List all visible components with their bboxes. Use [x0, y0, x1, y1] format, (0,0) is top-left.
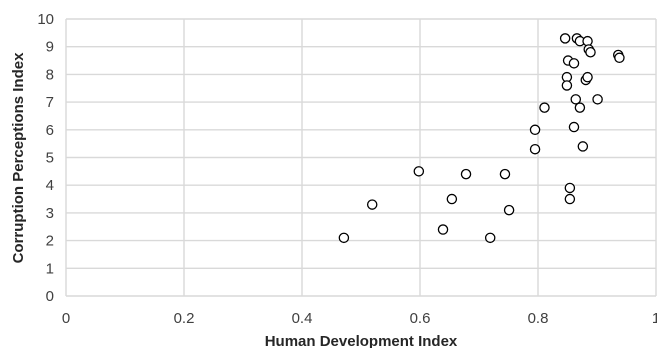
x-tick-labels: 0 0.2 0.4 0.6 0.8 1: [62, 310, 657, 327]
y-tick-labels: 0 1 2 3 4 5 6 7 8 9 10: [37, 11, 54, 305]
data-point: [564, 193, 576, 205]
data-point: [564, 182, 576, 194]
x-tick-label: 0.6: [410, 310, 431, 327]
y-tick-label: 5: [46, 150, 54, 167]
y-tick-label: 6: [46, 122, 54, 139]
x-tick-label: 0.2: [174, 310, 195, 327]
data-point: [568, 121, 580, 133]
data-point: [585, 46, 596, 58]
data-point: [561, 80, 573, 91]
data-point: [614, 52, 625, 64]
data-point: [592, 94, 603, 105]
x-tick-label: 0.8: [528, 310, 549, 327]
y-tick-label: 8: [46, 66, 54, 83]
y-tick-label: 0: [46, 288, 54, 305]
data-point: [529, 143, 541, 155]
y-tick-label: 2: [46, 233, 54, 250]
data-point: [559, 33, 571, 44]
data-points: [338, 33, 625, 244]
grid-lines: [65, 18, 657, 297]
data-point: [582, 71, 593, 83]
data-point: [568, 58, 580, 69]
y-tick-label: 7: [46, 94, 54, 111]
y-tick-label: 1: [46, 260, 54, 277]
data-point: [366, 199, 378, 210]
data-point: [503, 204, 515, 216]
data-point: [460, 168, 472, 180]
y-axis-title: Corruption Perceptions Index: [10, 52, 27, 264]
x-axis-title: Human Development Index: [265, 333, 458, 348]
data-point: [446, 193, 458, 205]
x-tick-label: 0.4: [292, 310, 313, 327]
x-tick-label: 0: [62, 310, 70, 327]
y-tick-label: 4: [46, 177, 54, 194]
x-tick-label: 1: [652, 310, 657, 327]
data-point: [413, 166, 425, 177]
y-tick-label: 10: [37, 11, 54, 28]
data-point: [539, 102, 550, 113]
data-point: [529, 124, 541, 136]
data-point: [499, 168, 511, 180]
y-tick-label: 9: [46, 39, 54, 56]
data-point: [484, 232, 496, 244]
data-point: [577, 141, 589, 152]
y-tick-label: 3: [46, 205, 54, 222]
data-point: [574, 102, 586, 113]
data-point: [570, 94, 582, 105]
data-point: [437, 224, 449, 235]
data-point: [338, 232, 350, 244]
